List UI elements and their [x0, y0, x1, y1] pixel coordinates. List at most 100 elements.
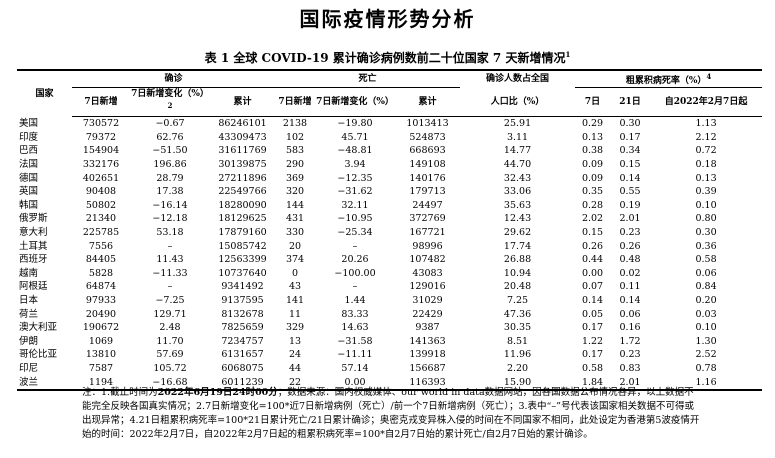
table-row: 西班牙 84405 11.43 12563399 374 20.26 107482 26.88…: [17, 253, 762, 267]
value-cell: 0.83: [619, 362, 641, 374]
value-cell: 0.14: [619, 172, 641, 184]
value-cell: 0.72: [695, 145, 717, 157]
value-cell: 0.28: [581, 199, 604, 211]
value-cell: 225785: [82, 227, 120, 239]
table-row: 俄罗斯 21340 −12.18 18129625 431 −10.95 372769 12.…: [17, 212, 762, 226]
value-cell: 28.79: [156, 172, 184, 184]
value-cell: 31611769: [218, 145, 267, 157]
country-cell: 韩国: [19, 199, 39, 211]
table-row: 英国 90408 17.38 22549766 320 −31.62 179713 33.06…: [17, 185, 762, 199]
table-row: 土耳其 7556 – 15085742 20 – 98996 17.74 0.26 0.26 0.3…: [17, 239, 762, 253]
value-cell: 1.13: [695, 118, 717, 130]
value-cell: 13810: [85, 349, 117, 361]
value-cell: 0.05: [581, 308, 604, 320]
value-cell: 6131657: [221, 349, 264, 361]
country-cell: 哥伦比亚: [19, 349, 58, 361]
value-cell: 0.14: [619, 295, 641, 307]
value-cell: 1194: [72, 375, 130, 391]
table-row: 印度 79372 62.76 43309473 102 45.71 524873 3.11 0.…: [17, 131, 762, 145]
country-cell: 印尼: [19, 362, 39, 374]
value-cell: −10.95: [337, 213, 373, 225]
value-cell: −7.25: [155, 295, 185, 307]
value-cell: 141363: [409, 335, 446, 347]
value-cell: 0.10: [695, 199, 717, 211]
value-cell: 2.01: [610, 375, 651, 391]
value-cell: 329: [285, 322, 305, 334]
head-change: 7日新增变化（%）: [315, 87, 396, 117]
value-cell: 47.36: [503, 308, 532, 320]
value-cell: 0.17: [581, 349, 604, 361]
value-cell: 0.48: [619, 254, 641, 266]
value-cell: 0.03: [695, 308, 717, 320]
value-cell: 43309473: [218, 131, 267, 143]
value-cell: 1.44: [344, 295, 366, 307]
head-cfr-note: 4: [706, 72, 712, 81]
value-cell: 1.30: [695, 335, 717, 347]
head-change: 7日新增变化（%） 2: [130, 87, 210, 117]
value-cell: 116393: [395, 375, 461, 391]
value-cell: 31029: [412, 295, 443, 307]
country-cell: 阿根廷: [19, 281, 48, 293]
value-cell: 144: [285, 199, 305, 211]
value-cell: 524873: [409, 131, 446, 143]
value-cell: −48.81: [337, 145, 373, 157]
value-cell: 0.15: [581, 227, 604, 239]
head-ratio: 人口比（%）: [460, 87, 576, 117]
value-cell: 374: [285, 254, 305, 266]
value-cell: 0.09: [581, 159, 604, 171]
value-cell: 107482: [409, 254, 446, 266]
value-cell: 0.39: [695, 186, 717, 198]
value-cell: 7556: [88, 240, 114, 252]
value-cell: −12.18: [152, 213, 188, 225]
head-new7: 7日新增: [275, 87, 316, 117]
value-cell: –: [167, 240, 173, 252]
value-cell: 0.35: [581, 186, 604, 198]
country-cell: 美国: [19, 118, 39, 130]
value-cell: 0.84: [695, 281, 717, 293]
country-cell: 俄罗斯: [19, 213, 48, 225]
value-cell: 0.14: [581, 295, 604, 307]
value-cell: 290: [285, 159, 305, 171]
value-cell: 24497: [412, 199, 443, 211]
country-cell: 越南: [19, 267, 39, 279]
value-cell: 57.69: [156, 349, 184, 361]
value-cell: 14.63: [341, 322, 369, 334]
value-cell: 431: [285, 213, 305, 225]
value-cell: 7234757: [221, 335, 264, 347]
value-cell: −31.62: [337, 186, 373, 198]
head-d7: 7日: [575, 87, 611, 117]
value-cell: 83.33: [341, 308, 369, 320]
value-cell: 141: [285, 295, 305, 307]
value-cell: 11: [288, 308, 302, 320]
country-cell: 巴西: [19, 145, 39, 157]
value-cell: 0.29: [581, 118, 604, 130]
head-change-text: 7日新增变化（%）: [131, 89, 209, 99]
value-cell: 105.72: [153, 362, 187, 374]
value-cell: 156687: [409, 362, 446, 374]
table-row: 荷兰 20490 129.71 8132678 11 83.33 22429 47.36 0.0…: [17, 307, 762, 321]
value-cell: 32.43: [503, 172, 532, 184]
value-cell: 14.77: [503, 145, 532, 157]
country-cell: 德国: [19, 172, 39, 184]
value-cell: 0.80: [695, 213, 717, 225]
value-cell: 33.06: [503, 186, 532, 198]
value-cell: –: [167, 281, 173, 293]
value-cell: 29.62: [503, 227, 532, 239]
value-cell: 2138: [282, 118, 308, 130]
value-cell: 12.43: [503, 213, 532, 225]
value-cell: 3.94: [344, 159, 366, 171]
value-cell: 668693: [409, 145, 446, 157]
value-cell: 50802: [85, 199, 117, 211]
value-cell: 0.15: [619, 159, 641, 171]
value-cell: 7.25: [506, 295, 529, 307]
head-country: 国家: [17, 69, 72, 117]
value-cell: 2.48: [159, 322, 181, 334]
value-cell: 0.02: [619, 267, 641, 279]
value-cell: −19.80: [337, 118, 373, 130]
value-cell: 330: [285, 227, 305, 239]
value-cell: 26.88: [503, 254, 532, 266]
value-cell: 372769: [409, 213, 446, 225]
country-cell: 英国: [19, 186, 39, 198]
value-cell: 7587: [88, 362, 114, 374]
value-cell: 3.11: [506, 131, 529, 143]
